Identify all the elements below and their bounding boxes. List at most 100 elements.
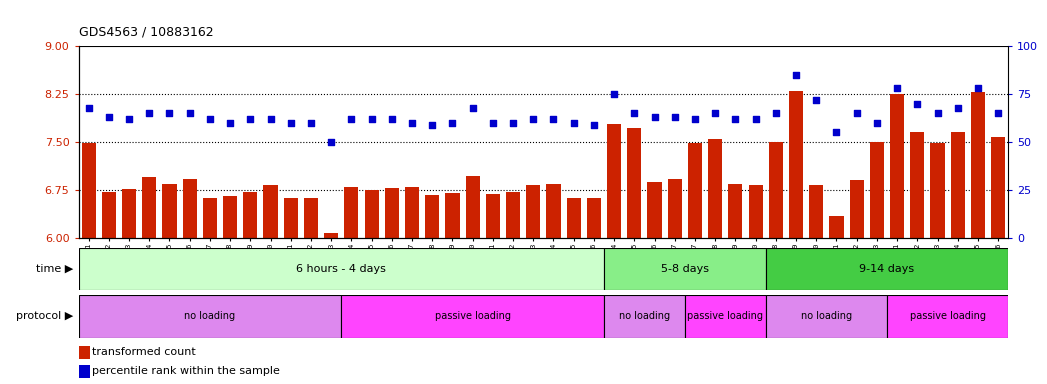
Bar [344,187,358,384]
Bar [79,365,90,378]
Point [444,120,461,126]
Point [869,120,886,126]
Bar [870,142,884,384]
Point [363,116,380,122]
Bar [486,194,499,384]
Bar [79,295,341,338]
Point [787,72,804,78]
Point [485,120,502,126]
Point [464,104,481,111]
Point [606,91,623,97]
Bar [405,187,419,384]
Point [687,116,704,122]
Bar [890,94,905,384]
Point [262,116,279,122]
Bar [527,185,540,384]
Bar [688,143,703,384]
Point [748,116,764,122]
Bar [647,182,662,384]
Point [424,122,441,128]
Bar [708,139,722,384]
Text: GDS4563 / 10883162: GDS4563 / 10883162 [79,25,214,38]
Point [707,110,723,116]
Point [322,139,339,145]
Bar [604,248,765,290]
Point [141,110,158,116]
Bar [765,248,1008,290]
Text: transformed count: transformed count [92,347,196,357]
Bar [223,197,238,384]
Text: passive loading: passive loading [910,311,985,321]
Bar [162,184,177,384]
Text: 6 hours - 4 days: 6 hours - 4 days [296,264,386,274]
Bar [809,185,823,384]
Bar [729,184,742,384]
Point [81,104,97,111]
Point [950,104,966,111]
Bar [849,180,864,384]
Text: no loading: no loading [801,311,852,321]
Point [283,120,299,126]
Point [666,114,683,120]
Point [161,110,178,116]
Point [929,110,945,116]
Point [545,116,562,122]
Bar [284,199,297,384]
Point [120,116,137,122]
Bar [122,189,136,384]
Point [727,116,743,122]
Bar [506,192,520,384]
Point [909,101,926,107]
Point [626,110,643,116]
Bar [82,143,95,384]
Text: no loading: no loading [619,311,670,321]
Point [222,120,239,126]
Bar [749,185,762,384]
Point [565,120,582,126]
Point [404,120,421,126]
Bar [887,295,1008,338]
Text: passive loading: passive loading [435,311,511,321]
Bar [325,233,338,384]
Text: 9-14 days: 9-14 days [860,264,914,274]
Bar [243,192,258,384]
Bar [604,295,685,338]
Bar [79,248,604,290]
Bar [182,179,197,384]
Point [525,116,541,122]
Point [646,114,663,120]
Bar [425,195,440,384]
Point [505,120,521,126]
Bar [951,132,964,384]
Bar [79,346,90,359]
Bar [789,91,803,384]
Point [848,110,865,116]
Bar [765,295,887,338]
Point [303,120,319,126]
Bar [829,216,844,384]
Bar [607,124,621,384]
Bar [685,295,765,338]
Point [808,97,825,103]
Bar [445,193,460,384]
Bar [668,179,682,384]
Point [970,85,986,91]
Text: percentile rank within the sample: percentile rank within the sample [92,366,281,376]
Bar [341,295,604,338]
Bar [910,132,925,384]
Bar [142,177,156,384]
Bar [364,190,379,384]
Point [585,122,602,128]
Bar [971,92,985,384]
Bar [102,192,116,384]
Point [201,116,218,122]
Point [989,110,1006,116]
Bar [931,143,944,384]
Bar [466,176,480,384]
Text: passive loading: passive loading [687,311,763,321]
Text: protocol ▶: protocol ▶ [16,311,73,321]
Text: no loading: no loading [184,311,236,321]
Point [767,110,784,116]
Bar [566,199,581,384]
Bar [384,188,399,384]
